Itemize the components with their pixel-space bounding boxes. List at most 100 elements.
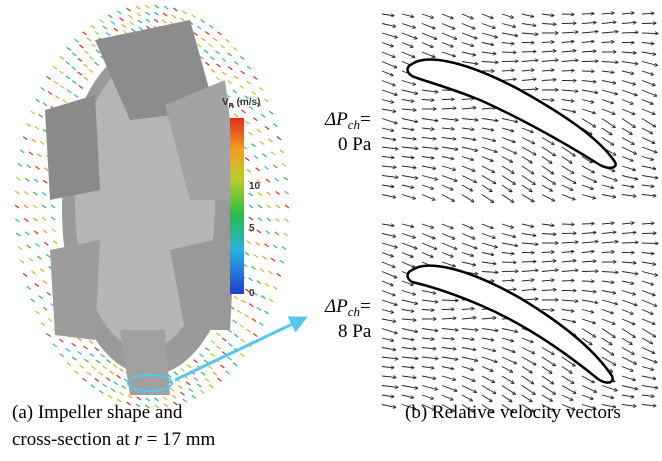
velocity-vector — [522, 234, 536, 236]
velocity-vector — [422, 338, 434, 339]
velocity-dash — [273, 124, 277, 127]
velocity-dash — [163, 397, 167, 400]
velocity-vector — [502, 280, 514, 281]
velocity-vector — [522, 128, 533, 132]
velocity-vector — [422, 348, 436, 349]
velocity-vector — [622, 109, 635, 114]
velocity-dash — [209, 366, 213, 369]
velocity-vector — [442, 318, 456, 319]
velocity-vector — [402, 14, 414, 17]
velocity-vector — [382, 338, 394, 341]
velocity-dash — [256, 168, 260, 171]
velocity-dash — [275, 178, 279, 181]
velocity-dash — [72, 81, 76, 84]
velocity-vector — [622, 22, 636, 23]
velocity-vector — [382, 43, 393, 47]
velocity-dash — [66, 348, 70, 351]
velocity-dash — [228, 67, 232, 70]
velocity-vector — [462, 24, 475, 29]
velocity-vector — [462, 99, 474, 100]
velocity-dash — [249, 278, 253, 281]
velocity-dash — [189, 389, 193, 392]
velocity-vector — [622, 223, 634, 224]
velocity-dash — [117, 11, 121, 14]
velocity-vector — [542, 14, 554, 16]
velocity-vector — [382, 224, 394, 226]
velocity-dash — [92, 44, 96, 47]
velocity-vector — [522, 166, 534, 174]
velocity-vector — [582, 241, 598, 243]
velocity-vector — [502, 357, 517, 364]
velocity-vector — [622, 119, 635, 128]
velocity-vector — [402, 119, 418, 122]
velocity-vector — [502, 24, 516, 28]
velocity-vector — [442, 338, 454, 339]
velocity-dash — [33, 192, 37, 195]
velocity-vector — [582, 232, 596, 233]
velocity-vector — [602, 109, 615, 114]
velocity-vector — [622, 338, 632, 344]
velocity-vector — [522, 24, 536, 26]
velocity-dash — [268, 271, 272, 274]
velocity-dash — [95, 32, 99, 35]
velocity-vector — [402, 128, 414, 130]
velocity-vector — [562, 261, 576, 262]
velocity-dash — [41, 323, 45, 326]
velocity-dash — [42, 205, 46, 208]
velocity-vector — [442, 128, 454, 129]
velocity-vector — [402, 300, 418, 304]
velocity-vector — [582, 22, 596, 23]
velocity-vector — [562, 41, 574, 42]
velocity-dash — [192, 15, 196, 18]
velocity-dash — [83, 32, 87, 35]
velocity-vector — [542, 60, 558, 62]
velocity-dash — [209, 385, 213, 388]
velocity-dash — [253, 334, 257, 337]
velocity-vector — [622, 376, 635, 380]
velocity-dash — [95, 378, 99, 381]
velocity-dash — [240, 354, 244, 357]
velocity-dash — [245, 314, 249, 317]
velocity-dash — [216, 64, 220, 67]
velocity-vector — [642, 386, 658, 389]
velocity-dash — [264, 99, 268, 102]
velocity-vector — [482, 33, 497, 37]
velocity-vector — [382, 176, 398, 178]
velocity-vector — [502, 195, 514, 203]
velocity-dash — [257, 281, 261, 284]
velocity-dash — [211, 69, 215, 72]
velocity-vector — [402, 234, 415, 238]
velocity-dash — [66, 76, 70, 79]
velocity-dash — [38, 154, 42, 157]
velocity-vector — [582, 31, 598, 33]
velocity-vector — [462, 367, 473, 371]
velocity-vector — [602, 395, 614, 398]
velocity-dash — [29, 152, 33, 155]
velocity-dash — [251, 144, 255, 147]
velocity-vector — [482, 348, 496, 352]
velocity-vector — [542, 138, 554, 145]
velocity-dash — [282, 247, 286, 250]
velocity-vector — [442, 195, 454, 202]
velocity-dash — [213, 372, 217, 375]
velocity-dash — [228, 343, 232, 346]
velocity-dash — [164, 6, 168, 9]
velocity-dash — [20, 260, 24, 263]
velocity-vector — [502, 43, 514, 44]
velocity-dash — [247, 81, 251, 84]
velocity-dash — [267, 205, 271, 208]
velocity-dash — [264, 311, 268, 314]
velocity-vector — [422, 90, 438, 92]
velocity-vector — [642, 33, 658, 34]
velocity-vector — [422, 24, 435, 29]
velocity-vector — [642, 81, 655, 86]
velocity-vector — [522, 33, 538, 34]
velocity-vector — [562, 166, 574, 173]
velocity-vector — [582, 195, 595, 199]
velocity-vector — [622, 367, 633, 371]
velocity-vector — [482, 166, 494, 172]
velocity-vector — [562, 195, 575, 200]
velocity-vector — [422, 224, 433, 228]
velocity-vector — [562, 386, 576, 394]
velocity-dash — [247, 241, 251, 244]
